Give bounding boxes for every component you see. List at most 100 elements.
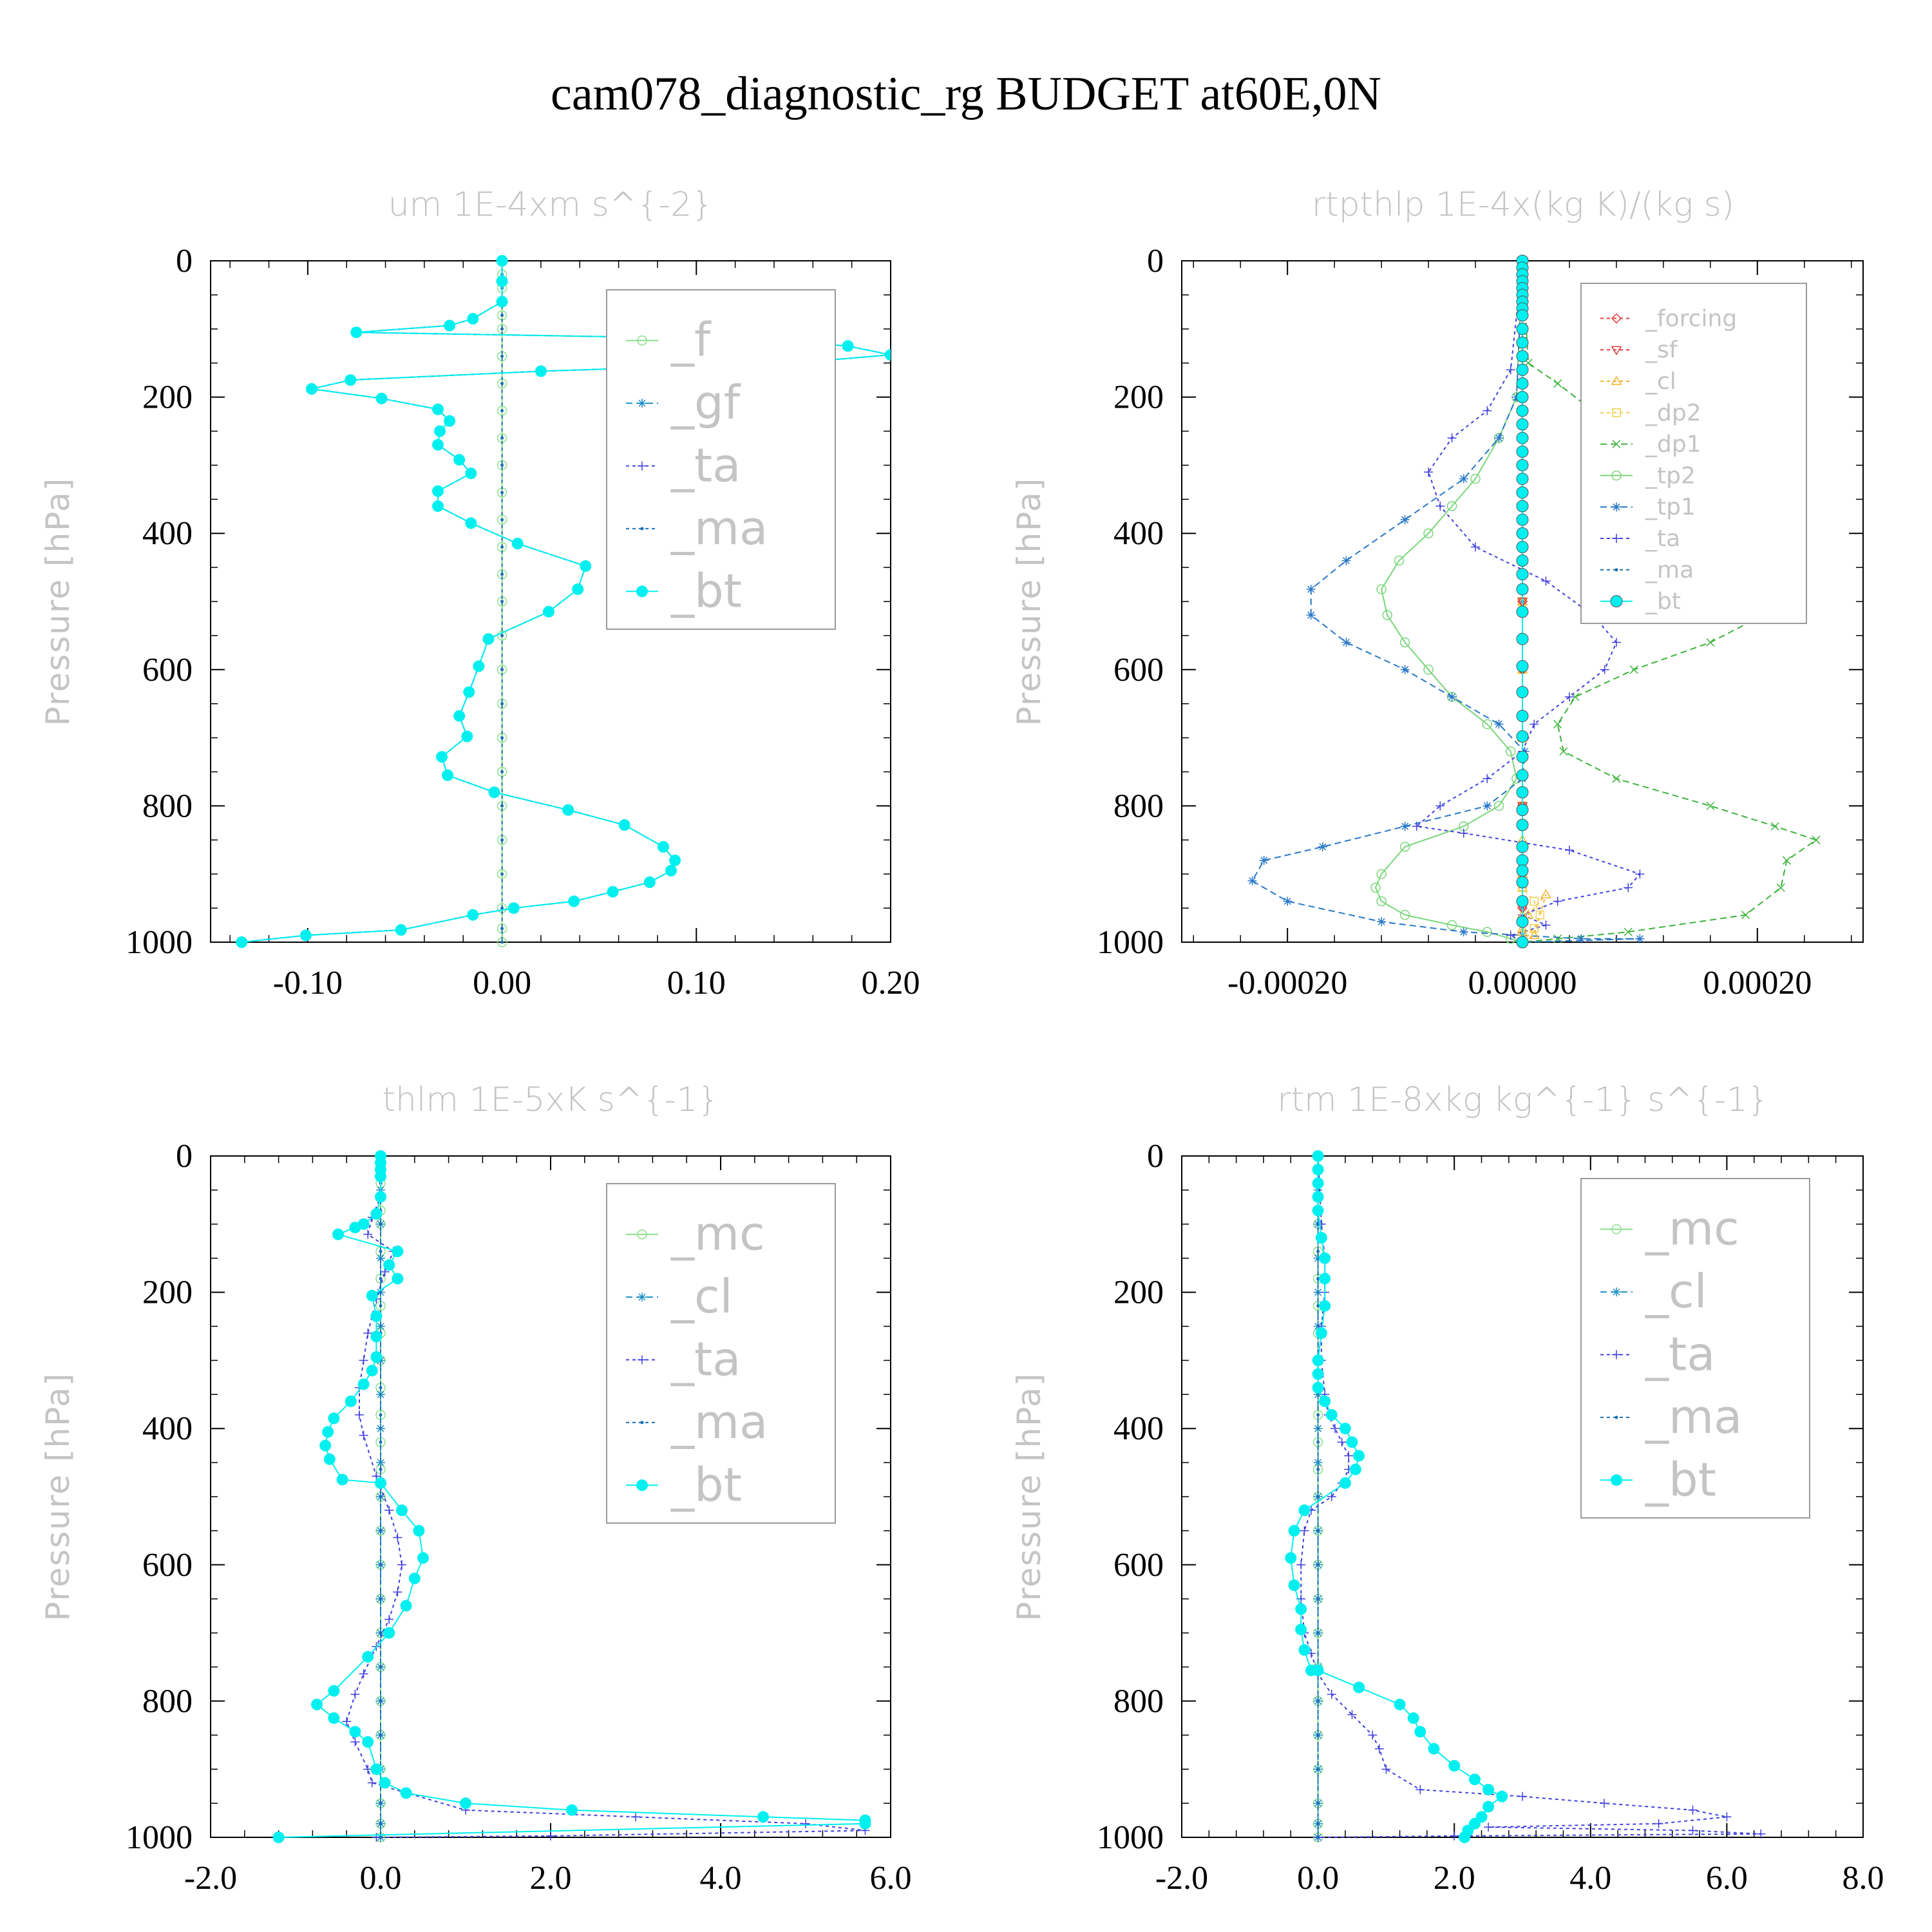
data-point	[413, 1524, 425, 1537]
data-point	[580, 560, 592, 572]
data-point	[500, 634, 504, 638]
x-tick-label: 2.0	[1434, 1860, 1475, 1897]
data-point	[496, 255, 508, 267]
data-point	[842, 340, 854, 352]
data-point	[379, 1822, 383, 1826]
data-point	[1247, 876, 1257, 886]
data-point	[370, 1331, 383, 1343]
x-tick-label: 0.10	[667, 965, 726, 1001]
data-point	[1530, 896, 1539, 906]
data-point	[1564, 692, 1574, 702]
data-point	[1316, 1733, 1320, 1737]
data-point	[1599, 1799, 1609, 1808]
data-point	[379, 1386, 383, 1390]
data-point	[1612, 1287, 1621, 1297]
data-point	[1312, 1204, 1324, 1217]
data-point	[1611, 346, 1622, 355]
data-point	[1407, 1712, 1419, 1724]
data-point	[482, 633, 495, 645]
data-point	[1516, 840, 1529, 853]
legend-label: _ma	[1645, 1390, 1742, 1444]
data-point	[1516, 404, 1529, 417]
data-point	[1516, 819, 1529, 831]
data-point	[1349, 1463, 1361, 1475]
data-point	[345, 374, 357, 386]
legend-box	[606, 289, 836, 630]
data-point	[379, 1495, 383, 1499]
y-tick-label: 800	[1113, 788, 1164, 824]
data-point	[1459, 927, 1468, 937]
data-point	[1564, 846, 1574, 855]
data-point	[1313, 1458, 1323, 1468]
data-point	[1722, 1812, 1732, 1822]
data-point	[379, 1276, 383, 1280]
data-point	[1516, 350, 1529, 363]
data-point	[1312, 1354, 1324, 1367]
data-point	[367, 1778, 377, 1788]
data-point	[362, 1736, 374, 1748]
data-point	[1516, 336, 1529, 349]
data-point	[1316, 1801, 1320, 1805]
data-point	[638, 399, 647, 408]
data-point	[1494, 719, 1504, 729]
data-point	[383, 1627, 395, 1639]
data-point	[1316, 1835, 1320, 1839]
data-point	[1313, 1253, 1323, 1263]
data-point	[383, 1259, 395, 1271]
data-point	[497, 869, 507, 879]
data-point	[1319, 1300, 1331, 1312]
y-tick-label: 0	[176, 243, 193, 279]
data-point	[379, 1222, 383, 1226]
y-tick-label: 400	[1113, 1410, 1164, 1447]
data-point	[1285, 1552, 1297, 1564]
data-point	[1484, 1823, 1493, 1832]
figure-title: cam078_diagnostic_rg BUDGET at60E,0N	[551, 68, 1381, 120]
data-point	[1612, 502, 1621, 512]
data-point	[1516, 568, 1529, 581]
data-point	[500, 736, 504, 740]
chart-panel: rtpthlp 1E-4x(kg K)/(kg s) Pressure [hPa]…	[1010, 185, 1864, 1001]
data-point	[1496, 1790, 1508, 1803]
y-tick-label: 200	[142, 379, 193, 416]
x-tick-label: -0.10	[273, 965, 343, 1001]
x-tick-label: 0.0	[1297, 1860, 1339, 1897]
data-point	[1612, 408, 1621, 417]
legend-label: _mc	[1645, 1202, 1739, 1256]
data-point	[460, 1797, 471, 1810]
data-point	[1399, 637, 1410, 648]
data-point	[1298, 1644, 1311, 1656]
data-point	[1312, 1164, 1324, 1176]
data-point	[311, 1698, 323, 1710]
data-point	[1482, 927, 1493, 937]
data-point	[500, 573, 504, 576]
data-point	[1516, 527, 1529, 540]
data-point	[1600, 665, 1609, 674]
legend-label: _ta	[670, 439, 741, 493]
data-point	[1312, 1177, 1324, 1189]
data-point	[640, 1421, 644, 1425]
data-point	[1553, 719, 1562, 728]
data-point	[500, 838, 504, 842]
x-tick-label: 6.0	[870, 1860, 912, 1897]
y-axis-label: Pressure [hPa]	[39, 1372, 77, 1622]
y-tick-label: 200	[1113, 1274, 1164, 1311]
data-point	[1688, 1805, 1698, 1815]
data-point	[1615, 1416, 1618, 1419]
data-point	[1459, 1832, 1471, 1843]
data-point	[1368, 1730, 1378, 1740]
data-point	[442, 769, 454, 781]
legend-label: _tp1	[1645, 494, 1696, 520]
data-point	[1446, 920, 1457, 931]
data-point	[432, 500, 444, 512]
legend-label: _tp2	[1645, 462, 1696, 489]
data-point	[1353, 1681, 1365, 1694]
data-point	[379, 1777, 391, 1789]
panel-title: um 1E-4xm s^{-2}	[388, 185, 714, 224]
data-point	[1400, 822, 1410, 831]
legend-label: _cl	[1645, 368, 1676, 395]
panels: um 1E-4xm s^{-2} Pressure [hPa] 0 200 400 600…	[39, 185, 1884, 1897]
data-point	[379, 1304, 383, 1308]
data-point	[1482, 1783, 1495, 1795]
data-point	[500, 436, 504, 440]
data-point	[618, 819, 630, 831]
